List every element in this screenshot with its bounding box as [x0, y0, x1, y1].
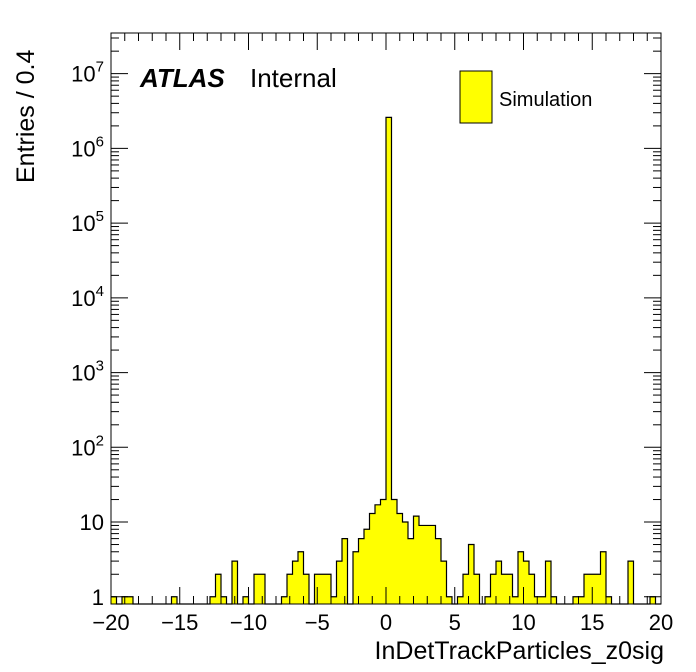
- histogram-bar: [171, 596, 177, 604]
- histogram-bar: [540, 596, 546, 604]
- y-tick-label: 102: [71, 432, 104, 460]
- histogram-bar: [496, 561, 502, 604]
- x-tick-label: 10: [511, 610, 535, 635]
- histogram-step-line: [111, 116, 661, 605]
- x-tick-label: 15: [580, 610, 604, 635]
- x-tick-label: −20: [92, 610, 129, 635]
- histogram-bar: [358, 538, 364, 604]
- histogram-bar: [529, 574, 535, 604]
- y-tick-label: 107: [71, 59, 104, 87]
- y-tick-label: 103: [71, 358, 104, 386]
- legend-swatch-simulation: [459, 70, 493, 124]
- x-tick-label: −5: [305, 610, 330, 635]
- histogram-bar: [584, 574, 590, 604]
- histogram-bar: [243, 596, 249, 604]
- y-tick-label: 104: [71, 283, 104, 311]
- histogram-bar: [210, 596, 216, 604]
- histogram-bar: [325, 574, 331, 604]
- atlas-label: ATLAS: [139, 63, 225, 93]
- histogram-bar: [512, 596, 518, 604]
- histogram-bar: [413, 516, 419, 604]
- histogram-bar: [375, 504, 381, 604]
- histogram-bar: [507, 574, 513, 604]
- histogram-bar: [490, 574, 496, 604]
- histogram-bar: [606, 596, 612, 604]
- histogram-bar: [463, 574, 469, 604]
- histogram-bar: [424, 525, 430, 604]
- histogram-bar: [430, 525, 436, 604]
- histogram-bar: [320, 574, 326, 604]
- histogram-bar: [474, 574, 480, 604]
- histogram-outline: [111, 116, 661, 605]
- y-tick-label: 10: [80, 510, 104, 535]
- y-tick-labels: 1 10 102 103 104 105 106 107: [71, 59, 104, 610]
- histogram-bar: [545, 561, 551, 604]
- histogram-bar: [446, 596, 452, 604]
- histogram-bar: [281, 596, 287, 604]
- x-tick-label: 0: [380, 610, 392, 635]
- x-tick-label: 5: [449, 610, 461, 635]
- y-tick-label: 1: [92, 585, 104, 610]
- histogram-bar: [232, 561, 238, 604]
- x-tick-label: 20: [649, 610, 673, 635]
- histogram-bar: [364, 529, 370, 604]
- histogram-bar: [441, 561, 447, 604]
- x-tick-label: −10: [230, 610, 267, 635]
- histogram-bar: [578, 596, 584, 604]
- histogram-bar: [391, 499, 397, 604]
- histogram-bar: [402, 522, 408, 604]
- histogram-bar: [468, 544, 474, 604]
- histogram-bar: [254, 574, 260, 604]
- histogram-bar: [342, 538, 348, 604]
- histogram-bar: [259, 574, 265, 604]
- histogram-bar: [457, 596, 463, 604]
- histogram-bar: [628, 561, 634, 604]
- histogram-bar: [551, 596, 557, 604]
- x-axis-title: InDetTrackParticles_z0sig: [375, 637, 664, 665]
- histogram-bar: [353, 551, 359, 604]
- axis-ticks: [110, 33, 662, 604]
- histogram-bar: [523, 561, 529, 604]
- legend-label-simulation: Simulation: [499, 89, 592, 111]
- x-tick-label: −15: [161, 610, 198, 635]
- histogram-bar: [501, 574, 507, 604]
- histogram-bar: [221, 596, 227, 604]
- histogram-bar: [435, 538, 441, 604]
- histogram-bar: [127, 596, 133, 604]
- histogram-bar: [298, 551, 304, 604]
- histogram-bar: [303, 574, 309, 604]
- y-tick-label: 105: [71, 208, 104, 236]
- x-tick-labels: −20 −15 −10 −5 0 5 10 15 20: [92, 610, 673, 635]
- histogram-bar: [331, 596, 337, 604]
- histogram-bar: [215, 574, 221, 604]
- histogram-bar: [573, 596, 579, 604]
- y-axis-title: Entries / 0.4: [12, 50, 40, 183]
- histogram-bar: [287, 574, 293, 604]
- histogram-bar: [336, 561, 342, 604]
- y-tick-label: 106: [71, 133, 104, 161]
- histogram-bar: [485, 596, 491, 604]
- histogram-bar: [595, 574, 601, 604]
- atlas-status: Internal: [250, 63, 337, 93]
- histogram-bar: [292, 561, 298, 604]
- histogram-bar: [650, 596, 656, 604]
- histogram-bar: [386, 117, 392, 604]
- histogram-bar: [397, 513, 403, 604]
- histogram-bar: [408, 538, 414, 604]
- histogram-bar: [518, 551, 524, 604]
- histogram-bars: [111, 117, 656, 604]
- histogram-bar: [380, 499, 386, 604]
- histogram-bar: [369, 513, 375, 604]
- histogram-bar: [111, 596, 117, 604]
- histogram-bar: [419, 525, 425, 604]
- histogram-bar: [600, 551, 606, 604]
